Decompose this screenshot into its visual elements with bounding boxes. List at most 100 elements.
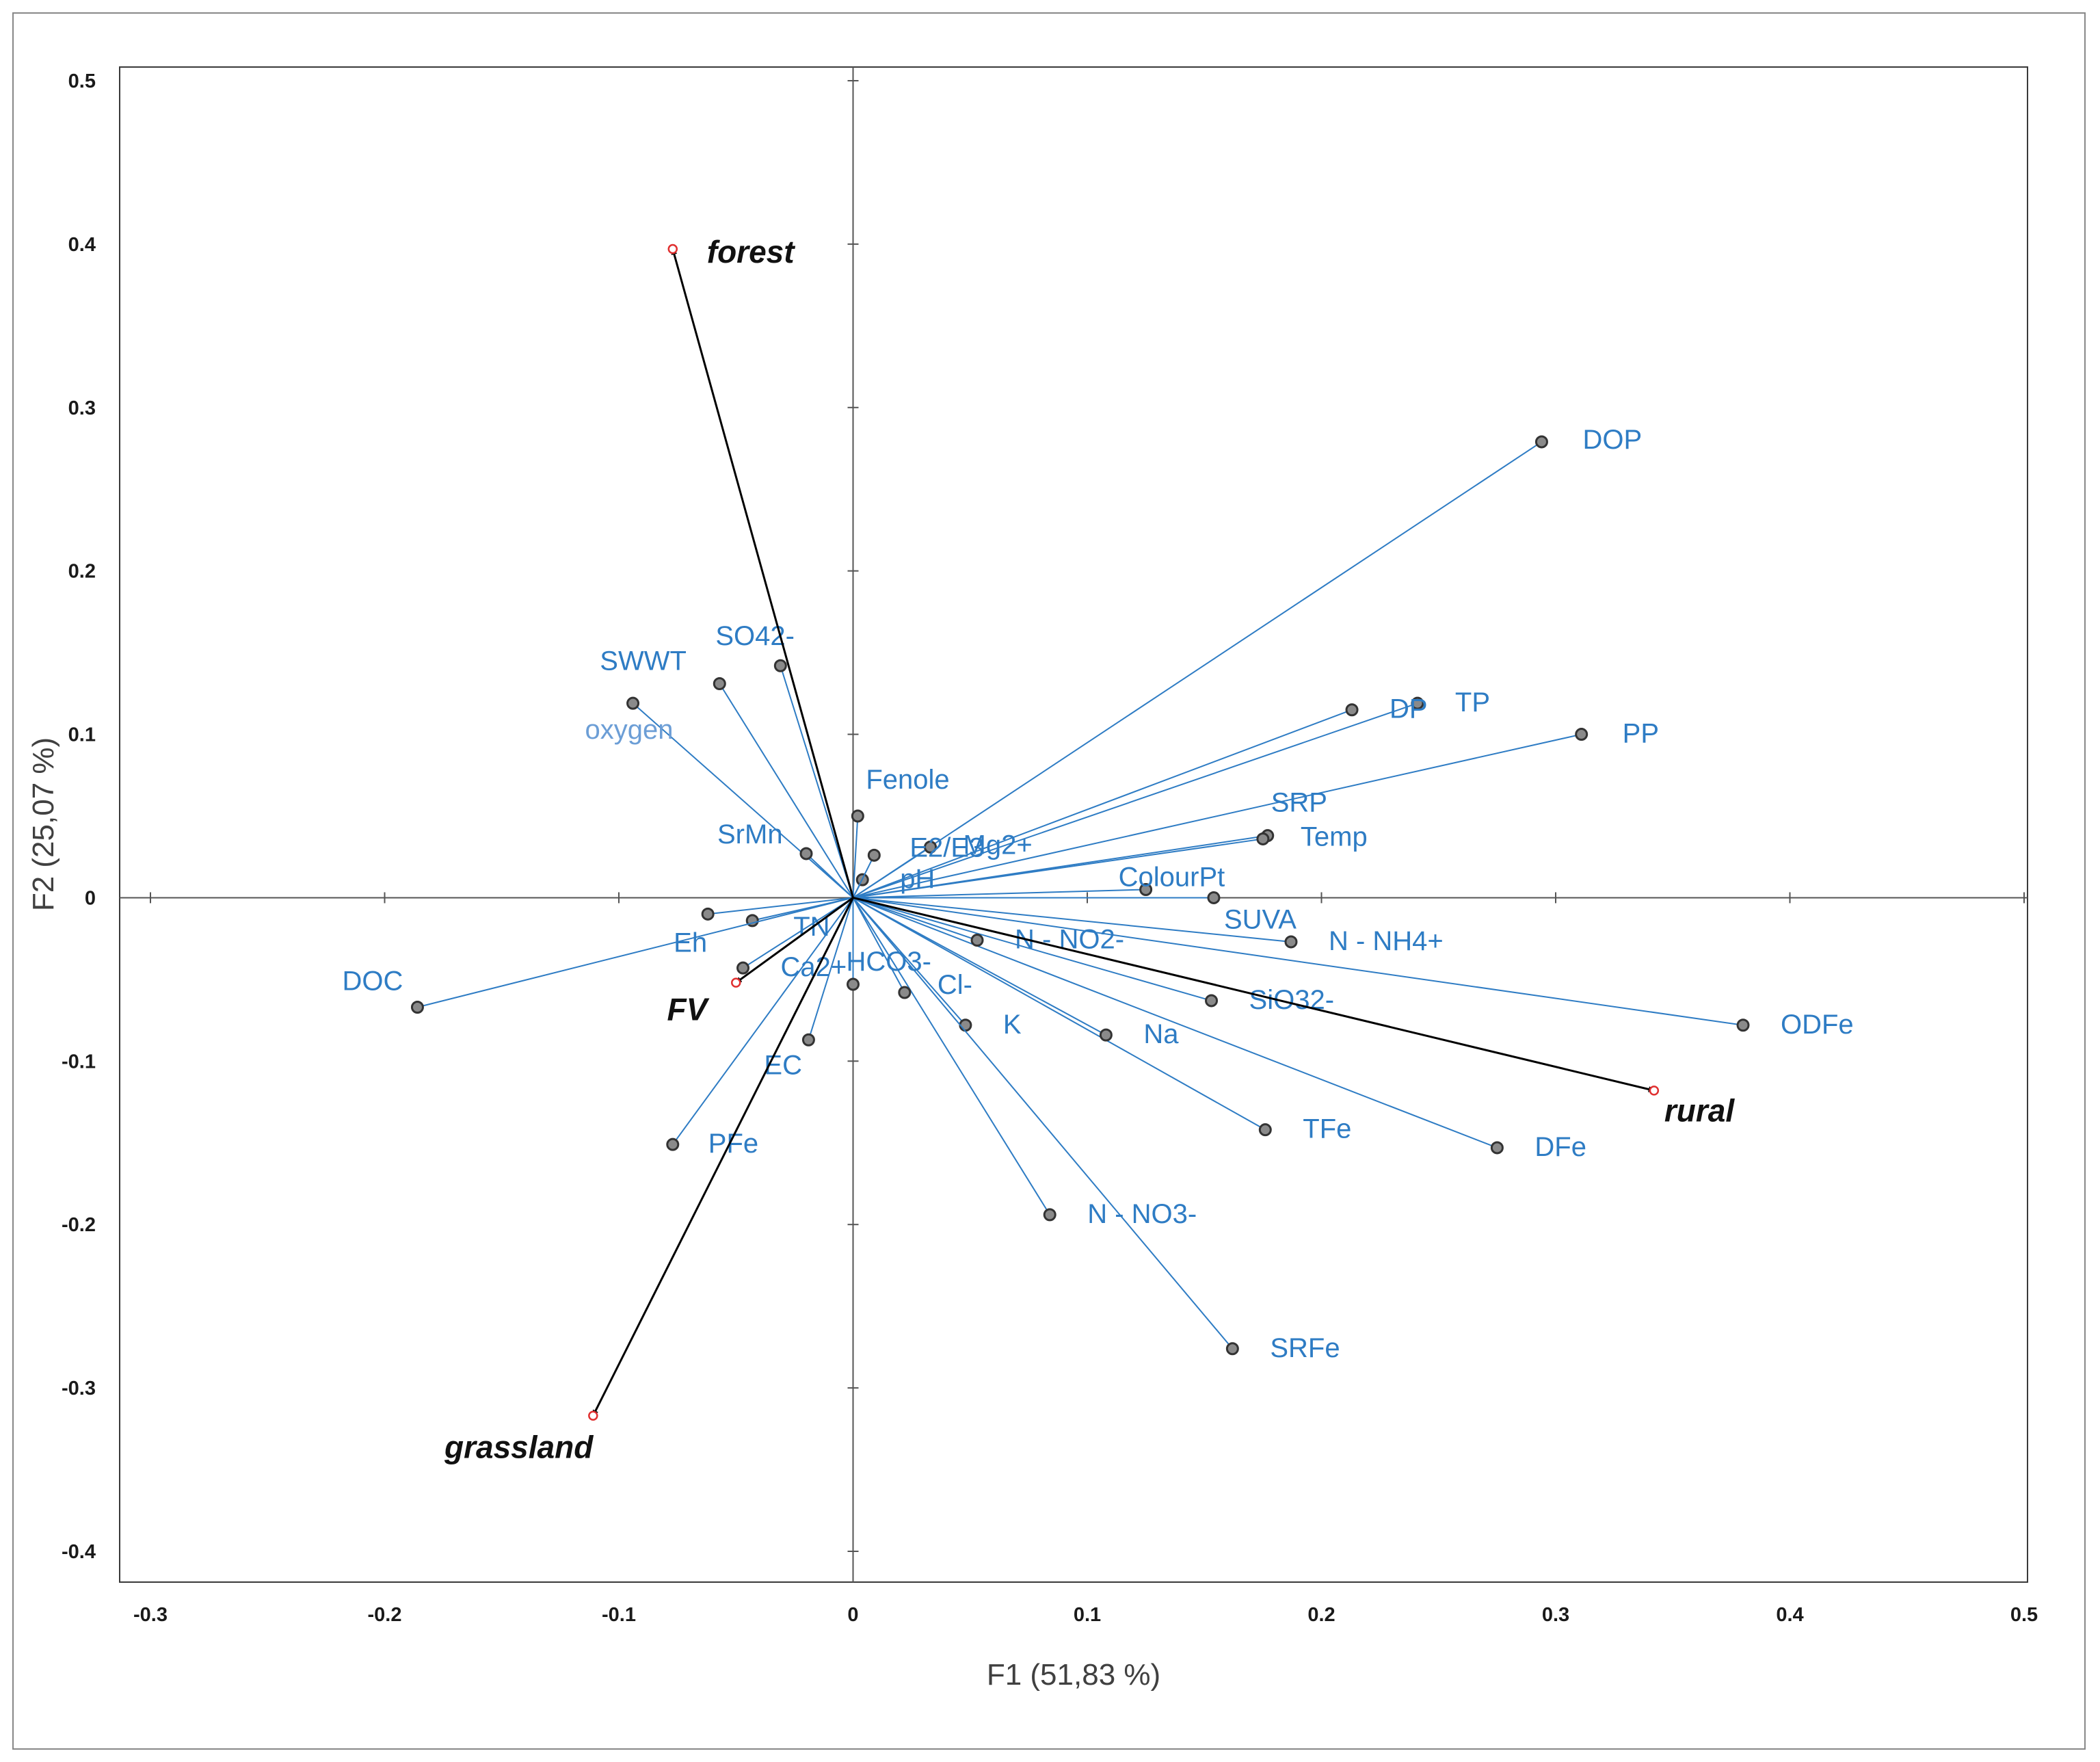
variable-label: TFe: [1303, 1114, 1351, 1144]
variable-label: SrMn: [717, 819, 783, 850]
variable-vector: [853, 897, 1266, 1131]
variable-label: TP: [1455, 687, 1490, 718]
y-tick-label: 0: [85, 887, 96, 909]
group-vector: [671, 248, 854, 898]
x-tick-label: -0.1: [602, 1604, 636, 1626]
variable-point: [801, 1033, 815, 1047]
y-tick-label: -0.3: [62, 1378, 96, 1399]
variable-label: Temp: [1301, 821, 1368, 852]
variable-label: ODFe: [1781, 1010, 1854, 1040]
y-tick-label: 0.3: [68, 397, 96, 419]
variable-vector: [708, 897, 853, 915]
variable-vector: [806, 853, 854, 899]
y-tick-label: 0.5: [68, 70, 96, 92]
variable-label: pH: [900, 864, 935, 894]
variable-vector: [417, 897, 853, 1008]
variable-vector: [853, 897, 1498, 1148]
variable-point: [1411, 696, 1424, 710]
variable-point: [1736, 1018, 1750, 1032]
variable-label: SWWT: [600, 646, 687, 676]
variable-vector: [719, 683, 854, 898]
y-tick-label: -0.2: [62, 1214, 96, 1236]
variable-point: [1207, 891, 1221, 904]
x-tick-label: 0.1: [1074, 1604, 1101, 1626]
variable-point: [1099, 1028, 1113, 1042]
variable-point: [959, 1018, 972, 1032]
variable-point: [867, 848, 881, 862]
variable-vector: [853, 709, 1353, 899]
variable-vector: [852, 897, 1051, 1215]
variable-point: [898, 986, 912, 999]
variable-label: PP: [1623, 719, 1659, 749]
variable-vector: [852, 441, 1543, 899]
variable-label: SRP: [1271, 788, 1327, 818]
x-tick-label: -0.3: [133, 1604, 168, 1626]
variable-label: DOP: [1582, 425, 1642, 455]
variable-vector: [742, 897, 854, 969]
variable-vector: [853, 889, 1146, 899]
variable-vector: [853, 838, 1264, 899]
variable-label: E2/E3: [909, 832, 984, 863]
group-vector: [735, 897, 854, 984]
variable-label: N - NH4+: [1329, 926, 1444, 956]
variable-point: [799, 847, 813, 860]
variable-label: ColourPt: [1119, 863, 1225, 893]
plot-area: [119, 66, 2028, 1583]
variable-label: K: [1003, 1010, 1022, 1040]
variable-label: Na: [1143, 1019, 1179, 1049]
x-tick-label: 0.4: [1776, 1604, 1803, 1626]
variable-point: [773, 659, 787, 672]
group-vector: [592, 897, 854, 1417]
variable-vector: [853, 733, 1582, 899]
group-point: [1649, 1086, 1660, 1096]
y-tick-label: 0.1: [68, 724, 96, 746]
x-axis-title: F1 (51,83 %): [987, 1658, 1160, 1692]
x-tick-label: -0.2: [368, 1604, 402, 1626]
variable-point: [626, 696, 640, 710]
group-label: forest: [707, 234, 795, 269]
group-point: [731, 977, 741, 988]
y-tick-label: -0.1: [62, 1051, 96, 1073]
variable-vector: [852, 846, 931, 899]
variable-label: SRFe: [1270, 1333, 1340, 1363]
variable-label: EC: [764, 1050, 802, 1080]
x-tick-label: 0.2: [1307, 1604, 1335, 1626]
group-label: FV: [667, 992, 709, 1027]
variable-label: HCO3-: [847, 947, 931, 977]
variable-label: DP: [1390, 694, 1428, 724]
variable-point: [736, 961, 750, 975]
variable-vector: [780, 665, 854, 898]
variable-point: [1284, 935, 1298, 949]
variable-vector: [852, 854, 875, 898]
variable-point: [1575, 728, 1589, 741]
y-tick-label: 0.2: [68, 561, 96, 583]
variable-point: [1256, 832, 1270, 845]
variable-vector: [853, 897, 1106, 1036]
y-tick-label: 0.4: [68, 234, 96, 256]
variable-point: [1534, 435, 1548, 449]
variable-vector: [852, 897, 1234, 1350]
variable-vector: [672, 897, 854, 1145]
chart-frame: [12, 12, 2086, 1750]
x-tick-label: 0.3: [1542, 1604, 1569, 1626]
variable-vector: [853, 897, 1212, 1001]
variable-point: [1258, 1123, 1272, 1137]
variable-vector: [852, 815, 859, 898]
variable-point: [847, 977, 860, 991]
variable-label: SUVA: [1224, 904, 1297, 934]
variable-vector: [853, 897, 1292, 943]
variable-point: [410, 1001, 424, 1014]
group-label: rural: [1664, 1092, 1735, 1128]
group-point: [588, 1410, 598, 1421]
x-tick-label: 0: [847, 1604, 858, 1626]
variable-point: [1490, 1141, 1504, 1155]
variable-point: [666, 1138, 680, 1151]
group-vector: [853, 896, 1655, 1092]
y-axis-title: F2 (25,07 %): [27, 737, 60, 911]
variable-vector: [853, 702, 1418, 899]
variable-vector: [632, 702, 854, 899]
variable-point: [851, 809, 864, 823]
variable-label: N - NO3-: [1087, 1199, 1197, 1229]
x-tick-label: 0.5: [2010, 1604, 2038, 1626]
